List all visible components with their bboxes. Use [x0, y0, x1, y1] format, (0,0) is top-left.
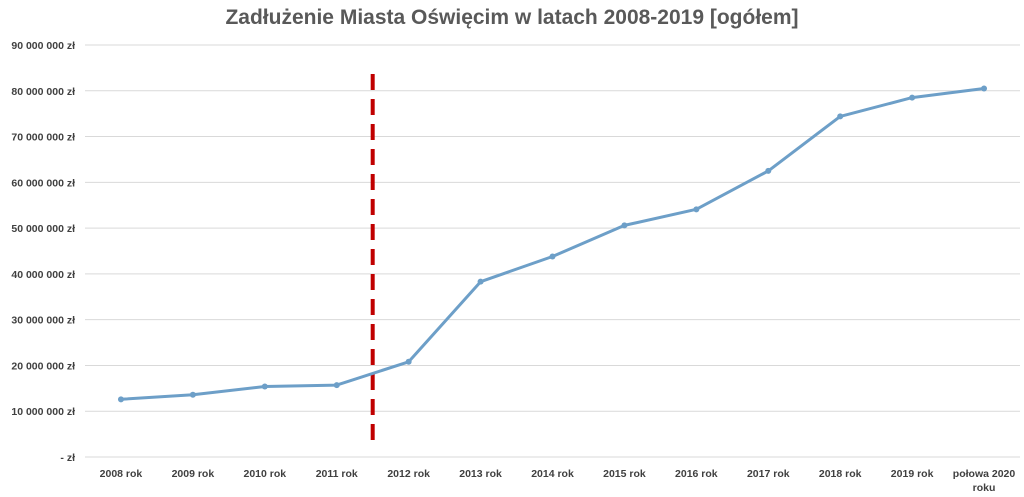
x-tick-label: 2009 rok	[172, 468, 215, 480]
data-point	[693, 206, 700, 213]
y-axis-labels: - zł 10 000 000 zł 20 000 000 zł 30 000 000…	[11, 40, 75, 464]
grid-lines	[85, 44, 1020, 458]
y-tick-label: 50 000 000 zł	[11, 223, 75, 235]
y-tick-label: 10 000 000 zł	[11, 406, 75, 418]
x-tick-label: 2016 rok	[675, 468, 718, 480]
y-tick-label: 20 000 000 zł	[11, 360, 75, 372]
x-tick-label: 2015 rok	[603, 468, 646, 480]
y-tick-label: 60 000 000 zł	[11, 177, 75, 189]
x-tick-label: 2017 rok	[747, 468, 790, 480]
x-tick-label: 2012 rok	[387, 468, 430, 480]
data-point	[549, 253, 556, 260]
x-tick-label: 2010 rok	[243, 468, 286, 480]
y-tick-label: 30 000 000 zł	[11, 315, 75, 327]
x-tick-label: połowa 2020 roku	[953, 468, 1016, 494]
x-tick-label: 2014 rok	[531, 468, 574, 480]
y-tick-label: 80 000 000 zł	[11, 86, 75, 98]
data-point	[261, 383, 268, 390]
data-point	[765, 167, 772, 174]
x-tick-label: 2008 rok	[100, 468, 143, 480]
data-point	[909, 94, 916, 101]
data-point	[189, 391, 196, 398]
data-point	[981, 85, 988, 92]
y-tick-label: 70 000 000 zł	[11, 132, 75, 144]
x-tick-label: 2013 rok	[459, 468, 502, 480]
x-tick-label: 2018 rok	[819, 468, 862, 480]
data-point	[837, 113, 844, 120]
series-line	[119, 87, 986, 401]
y-tick-label: 90 000 000 zł	[11, 40, 75, 52]
x-tick-label: 2019 rok	[891, 468, 934, 480]
data-point	[621, 222, 628, 229]
series-layer	[117, 85, 988, 403]
chart-title: Zadłużenie Miasta Oświęcim w latach 2008…	[225, 6, 798, 29]
y-tick-label: - zł	[60, 452, 75, 464]
x-tick-label: 2011 rok	[316, 468, 358, 480]
data-point	[333, 382, 340, 389]
data-point	[117, 396, 124, 403]
x-axis-labels: 2008 rok 2009 rok 2010 rok 2011 rok 2012 rok…	[100, 468, 1016, 494]
data-point	[405, 358, 412, 365]
y-tick-label: 40 000 000 zł	[11, 269, 75, 281]
data-point	[477, 278, 484, 285]
